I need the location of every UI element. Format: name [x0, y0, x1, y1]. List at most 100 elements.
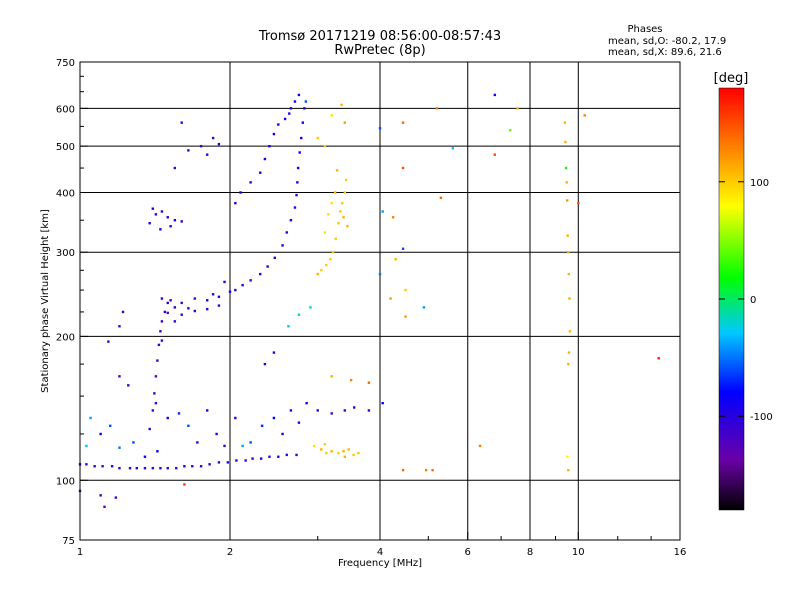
data-point	[283, 117, 287, 121]
data-point	[180, 313, 183, 316]
data-point	[272, 132, 276, 136]
data-point	[401, 247, 405, 250]
x-axis-ticks: 1 2 4 6 8 10 16	[77, 532, 686, 558]
data-point	[316, 136, 319, 140]
data-point	[191, 465, 194, 468]
data-point	[330, 201, 333, 205]
data-point	[272, 416, 276, 420]
y-tick-label: 300	[56, 248, 75, 259]
data-point	[175, 466, 178, 470]
data-point	[435, 107, 438, 110]
data-point	[206, 409, 209, 412]
data-point	[206, 299, 209, 302]
data-point	[160, 339, 164, 342]
data-point	[173, 306, 177, 309]
y-tick-label: 400	[56, 188, 75, 199]
data-point	[367, 381, 371, 384]
data-point	[404, 288, 407, 292]
data-point	[217, 295, 221, 299]
data-point	[193, 309, 197, 313]
data-point	[305, 401, 308, 405]
data-point	[193, 297, 197, 300]
data-point	[154, 213, 158, 216]
data-point	[239, 191, 242, 194]
data-point	[235, 459, 238, 462]
data-point	[160, 320, 164, 323]
data-point	[295, 193, 298, 197]
data-point	[295, 453, 298, 457]
data-point	[508, 129, 512, 132]
data-point	[211, 136, 215, 140]
data-point	[215, 432, 218, 436]
data-point	[381, 210, 384, 213]
data-point	[226, 461, 230, 464]
data-point	[565, 181, 568, 184]
data-point	[241, 283, 244, 287]
data-point	[173, 166, 177, 170]
data-point	[89, 416, 92, 420]
data-point	[263, 362, 267, 366]
x-tick-label: 1	[77, 547, 83, 558]
data-point	[187, 424, 190, 428]
y-tick-label: 500	[56, 142, 75, 153]
data-point	[316, 272, 319, 276]
data-point	[568, 297, 571, 300]
data-point	[357, 451, 360, 455]
data-point	[107, 340, 110, 343]
data-point	[289, 409, 293, 412]
data-point	[156, 359, 159, 362]
data-point	[135, 466, 138, 470]
data-point	[289, 219, 293, 222]
data-point	[109, 424, 112, 428]
data-point	[285, 231, 288, 234]
data-point	[323, 442, 327, 446]
data-point	[329, 258, 332, 261]
data-point	[228, 290, 232, 293]
data-point	[564, 140, 567, 144]
data-point	[148, 427, 151, 431]
data-point	[478, 444, 482, 448]
data-point	[342, 450, 345, 453]
data-point	[325, 451, 328, 455]
data-point	[493, 93, 497, 97]
data-point	[493, 153, 497, 156]
y-tick-label: 100	[56, 476, 75, 487]
data-point	[159, 466, 162, 470]
data-point	[347, 448, 350, 451]
data-point	[249, 279, 252, 282]
y-axis-label: Stationary phase Virtual Height [km]	[40, 209, 51, 393]
data-point	[312, 444, 316, 448]
data-point	[199, 144, 203, 148]
legend-line-x: mean, sd,X: 89.6, 21.6	[608, 47, 722, 58]
data-point	[199, 465, 203, 468]
x-tick-label: 2	[227, 547, 233, 558]
data-point	[323, 231, 327, 234]
data-point	[223, 280, 226, 284]
data-point	[211, 293, 215, 296]
data-point	[323, 144, 327, 148]
chart-subtitle: RwPretec (8p)	[334, 43, 425, 58]
data-point	[151, 409, 155, 412]
data-point	[309, 306, 312, 309]
data-point	[156, 450, 159, 453]
data-point	[297, 313, 301, 316]
data-point	[151, 207, 155, 210]
data-point	[404, 315, 407, 318]
data-point	[154, 401, 158, 405]
data-point	[391, 216, 395, 219]
data-point	[516, 107, 519, 110]
data-point	[163, 310, 167, 314]
data-point	[293, 206, 297, 209]
data-point	[208, 463, 211, 466]
data-point	[101, 465, 104, 468]
data-point	[206, 307, 209, 311]
x-tick-label: 8	[527, 547, 533, 558]
data-point	[118, 375, 121, 378]
data-point	[277, 455, 280, 458]
data-point	[298, 151, 301, 154]
data-point	[320, 448, 323, 451]
data-point	[343, 191, 347, 194]
data-points	[78, 93, 660, 509]
data-point	[143, 466, 147, 470]
data-point	[304, 100, 308, 103]
